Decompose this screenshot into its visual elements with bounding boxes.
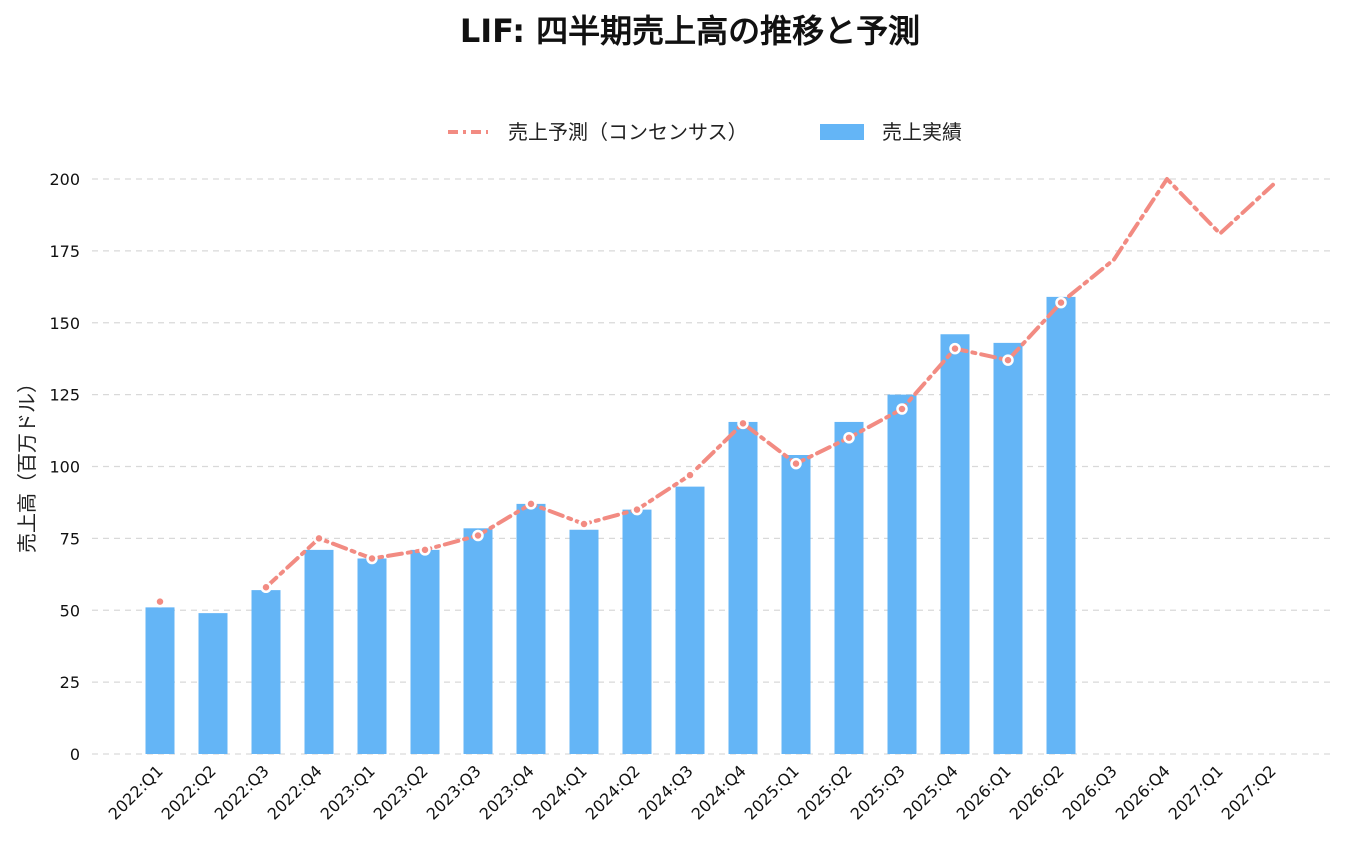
forecast-point [472,529,484,542]
x-tick-label: 2023:Q3 [423,761,485,823]
bar-actual [887,394,917,754]
forecast-point [366,552,378,565]
y-axis-label: 売上高（百万ドル） [15,373,39,553]
forecast-point [843,432,855,444]
x-tick-label: 2025:Q4 [900,761,962,823]
chart-title: LIF: 四半期売上高の推移と予測 [460,12,920,50]
x-tick-label: 2026:Q2 [1006,761,1068,823]
bar-actual [834,421,864,754]
x-tick-label: 2025:Q2 [794,761,856,823]
x-tick-label: 2024:Q1 [529,761,591,823]
bar-actual [145,607,175,754]
forecast-point [260,581,272,593]
legend-forecast-label: 売上予測（コンセンサス） [508,120,748,144]
bar-actual [1046,296,1076,754]
bar-actual [569,529,599,754]
legend: 売上予測（コンセンサス） 売上実績 [448,120,962,144]
bar-actual [516,503,546,754]
bar-actual [781,455,811,754]
y-tick-label: 75 [60,529,80,548]
x-tick-label: 2024:Q3 [635,761,697,823]
bar-actual [357,558,387,754]
y-tick-label: 125 [49,386,80,405]
forecast-point [419,544,431,556]
forecast-series [154,177,1275,608]
forecast-point [949,342,961,355]
y-axis-ticks: 0 25 50 75 100 125 150 175 200 [49,170,80,764]
forecast-point [737,417,749,430]
x-tick-label: 2024:Q4 [688,761,750,823]
forecast-point [578,518,590,530]
x-tick-label: 2022:Q4 [264,761,326,823]
y-tick-label: 200 [49,170,80,189]
bar-actual [463,528,493,754]
forecast-point [896,403,908,415]
y-tick-label: 25 [60,673,80,692]
forecast-point [525,498,537,510]
bar-actual [304,549,334,754]
x-tick-label: 2027:Q2 [1218,761,1280,823]
x-tick-label: 2023:Q2 [370,761,432,823]
x-tick-label: 2025:Q3 [847,761,909,823]
x-tick-label: 2023:Q4 [476,761,538,823]
forecast-point [790,457,802,470]
bar-actual [940,334,970,754]
forecast-point [631,503,643,516]
legend-actual-swatch [820,124,864,140]
y-tick-label: 50 [60,601,80,620]
x-tick-label: 2022:Q3 [211,761,273,823]
x-tick-label: 2022:Q1 [105,761,167,823]
forecast-point [313,532,325,545]
y-tick-label: 150 [49,314,80,333]
bar-actual [198,613,228,754]
x-tick-label: 2027:Q1 [1165,761,1227,823]
x-tick-label: 2024:Q2 [582,761,644,823]
bar-actual [993,342,1023,754]
forecast-line [264,177,1275,590]
forecast-point [1055,296,1067,309]
x-tick-label: 2022:Q2 [158,761,220,823]
legend-actual-label: 売上実績 [882,120,962,144]
x-tick-label: 2023:Q1 [317,761,379,823]
x-tick-label: 2026:Q3 [1059,761,1121,823]
bar-actual [410,549,440,754]
x-tick-label: 2025:Q1 [741,761,803,823]
bar-actual [728,421,758,754]
y-tick-label: 100 [49,458,80,477]
y-tick-label: 0 [70,745,80,764]
x-tick-label: 2026:Q1 [953,761,1015,823]
x-tick-label: 2026:Q4 [1112,761,1174,823]
bar-actual [622,509,652,754]
bar-actual [675,486,705,754]
forecast-point [154,595,166,608]
forecast-point [1002,354,1014,366]
bar-actual [251,590,281,754]
forecast-point [684,469,696,481]
bars [145,296,1076,754]
y-tick-label: 175 [49,242,80,261]
x-axis-ticks: 2022:Q12022:Q22022:Q32022:Q42023:Q12023:… [105,761,1280,823]
gridlines [92,178,1330,755]
